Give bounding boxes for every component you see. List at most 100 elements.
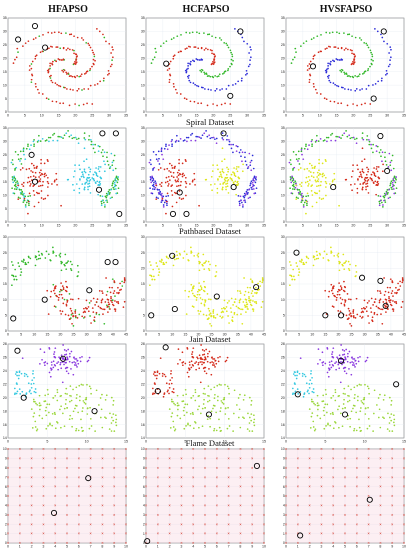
x-tick-label: 10: [40, 224, 44, 228]
data-point: [321, 162, 324, 165]
data-point: [155, 377, 158, 380]
data-point: ×: [42, 494, 45, 498]
data-point: [117, 178, 119, 181]
data-point: [330, 283, 333, 286]
y-tick-label: 25: [141, 153, 145, 157]
data-point: ×: [42, 457, 45, 461]
data-point: [210, 410, 213, 413]
data-point: [318, 197, 321, 199]
data-point: ×: [285, 485, 288, 489]
data-point: [338, 354, 341, 357]
y-tick-label: 5: [283, 494, 285, 498]
data-point: [335, 368, 337, 371]
data-point: ×: [66, 541, 69, 545]
data-point: [58, 58, 61, 61]
data-point: [178, 197, 181, 199]
data-point: [392, 414, 395, 417]
data-point: [361, 168, 364, 171]
data-point: [380, 33, 382, 36]
data-point: [39, 348, 42, 350]
data-point: [166, 167, 169, 170]
data-point: [216, 384, 219, 387]
data-point: [364, 179, 367, 182]
data-point: [325, 182, 328, 185]
data-point: [311, 184, 314, 186]
data-point: ×: [180, 447, 183, 451]
data-point: [177, 174, 180, 177]
data-point: [112, 48, 114, 51]
data-point: [352, 136, 355, 139]
data-point: [170, 38, 173, 41]
data-point: [190, 252, 192, 254]
y-tick-label: 5: [143, 314, 145, 318]
data-point: ×: [113, 447, 116, 451]
data-point: [324, 48, 327, 50]
data-point: [338, 59, 341, 61]
y-tick-label: 35: [3, 126, 7, 130]
data-point: [377, 166, 380, 168]
data-point: [38, 192, 40, 195]
x-tick-label: 25: [210, 333, 214, 337]
data-point: ×: [308, 504, 311, 508]
data-point: [153, 278, 156, 281]
data-point: [183, 414, 186, 417]
data-point: [17, 182, 19, 185]
data-point: [28, 202, 30, 205]
data-point: [306, 148, 309, 151]
cluster-center-marker: [380, 28, 387, 35]
data-point: [98, 145, 101, 148]
data-point: [246, 193, 249, 195]
data-point: [29, 389, 31, 392]
data-point: [194, 139, 197, 142]
data-point: [235, 305, 238, 308]
data-point: [14, 58, 16, 61]
data-point: [245, 301, 248, 304]
data-point: [34, 264, 37, 267]
data-point: ×: [403, 475, 406, 479]
data-point: [307, 185, 309, 187]
data-point: [52, 360, 55, 363]
data-point: [243, 277, 245, 279]
data-point: [297, 168, 300, 171]
data-point: [204, 286, 207, 289]
data-point: [49, 375, 52, 378]
data-point: [331, 411, 334, 414]
data-point: [249, 161, 252, 164]
data-point: [65, 304, 68, 307]
data-point: [329, 81, 332, 84]
data-point: [203, 268, 206, 271]
data-point: [348, 350, 351, 353]
data-point: [308, 81, 311, 84]
data-point: [216, 313, 219, 316]
data-point: [384, 304, 386, 307]
data-point: [232, 304, 234, 306]
data-point: [296, 188, 299, 191]
data-point: [242, 301, 245, 303]
data-point: [48, 411, 50, 414]
data-point: [102, 33, 104, 36]
data-point: [379, 149, 382, 151]
data-point: [386, 189, 389, 191]
cluster-center-marker: [116, 210, 123, 217]
data-point: ×: [66, 466, 69, 470]
data-point: ×: [204, 522, 207, 526]
data-point: [75, 427, 78, 430]
data-point: [226, 182, 229, 185]
data-point: [88, 385, 91, 388]
data-point: ×: [192, 457, 195, 461]
data-point: [310, 372, 312, 375]
data-point: ×: [403, 457, 406, 461]
y-tick-label: 7: [143, 475, 145, 479]
data-point: [251, 188, 253, 191]
data-point: [361, 160, 363, 163]
data-point: [107, 299, 110, 301]
data-point: ×: [113, 541, 116, 545]
data-point: [289, 187, 291, 190]
data-point: [86, 70, 89, 73]
data-point: [27, 143, 29, 146]
data-point: [203, 387, 206, 390]
data-point: [311, 376, 313, 379]
data-point: [229, 49, 232, 52]
data-point: ×: [332, 475, 335, 479]
